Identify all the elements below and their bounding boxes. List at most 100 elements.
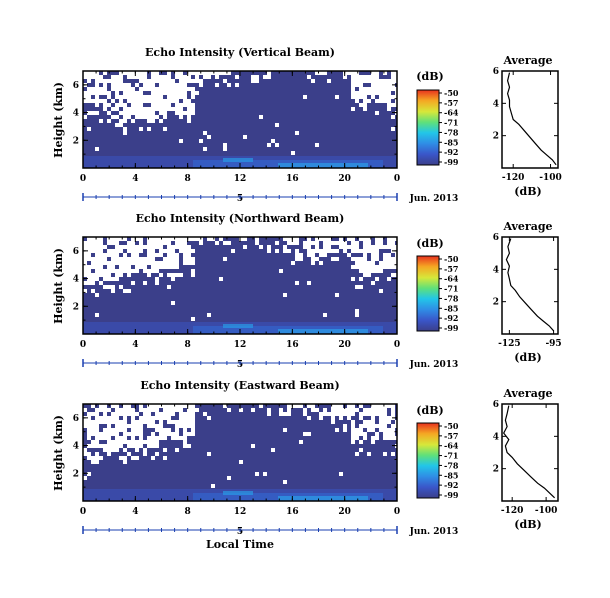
x-tick-label: 4 <box>132 340 138 350</box>
no-data-cell <box>383 416 387 420</box>
no-data-cell <box>315 241 319 245</box>
no-data-cell <box>291 237 295 241</box>
no-data-cell <box>379 412 383 416</box>
no-data-cell <box>207 416 211 420</box>
no-data-cell <box>87 472 91 476</box>
no-data-cell <box>99 404 103 408</box>
heatmap-band <box>223 158 253 162</box>
no-data-cell <box>387 253 391 257</box>
no-data-cell <box>111 87 115 91</box>
no-data-cell <box>159 119 163 123</box>
no-data-cell <box>139 404 143 408</box>
no-data-cell <box>91 245 95 249</box>
no-data-cell <box>83 95 87 99</box>
no-data-cell <box>115 416 119 420</box>
no-data-cell <box>155 436 159 440</box>
no-data-cell <box>171 265 175 269</box>
no-data-cell <box>115 123 119 127</box>
no-data-cell <box>163 91 167 95</box>
no-data-cell <box>391 452 395 456</box>
no-data-cell <box>87 111 91 115</box>
no-data-cell <box>103 420 107 424</box>
no-data-cell <box>159 273 163 277</box>
no-data-cell <box>135 428 139 432</box>
no-data-cell <box>107 79 111 83</box>
no-data-cell <box>367 273 371 277</box>
no-data-cell <box>363 237 367 241</box>
x-tick-label: 16 <box>286 340 299 350</box>
average-title: Average <box>502 387 552 400</box>
no-data-cell <box>327 79 331 83</box>
no-data-cell <box>171 277 175 281</box>
no-data-cell <box>375 237 379 241</box>
no-data-cell <box>199 139 203 143</box>
no-data-cell <box>127 444 131 448</box>
no-data-cell <box>95 71 99 75</box>
average-title: Average <box>502 54 552 67</box>
no-data-cell <box>187 245 191 249</box>
no-data-cell <box>171 83 175 87</box>
x-tick-label: 0 <box>80 174 86 184</box>
no-data-cell <box>207 71 211 75</box>
no-data-cell <box>307 75 311 79</box>
no-data-cell <box>187 404 191 408</box>
no-data-cell <box>119 75 123 79</box>
no-data-cell <box>111 404 115 408</box>
colorbar-tick-label: -50 <box>444 254 459 264</box>
no-data-cell <box>95 111 99 115</box>
no-data-cell <box>139 444 143 448</box>
no-data-cell <box>267 249 271 253</box>
colorbar-tick-label: -50 <box>444 421 459 431</box>
no-data-cell <box>375 111 379 115</box>
no-data-cell <box>127 404 131 408</box>
no-data-cell <box>183 91 187 95</box>
no-data-cell <box>139 408 143 412</box>
no-data-cell <box>171 261 175 265</box>
y-tick-label: 4 <box>73 275 79 285</box>
no-data-cell <box>143 448 147 452</box>
no-data-cell <box>175 99 179 103</box>
no-data-cell <box>303 245 307 249</box>
colorbar-tick-label: -64 <box>444 108 459 118</box>
no-data-cell <box>119 273 123 277</box>
panel-title: Echo Intensity (Vertical Beam) <box>145 46 335 59</box>
no-data-cell <box>107 444 111 448</box>
no-data-cell <box>159 249 163 253</box>
no-data-cell <box>127 452 131 456</box>
no-data-cell <box>159 436 163 440</box>
no-data-cell <box>387 265 391 269</box>
no-data-cell <box>115 432 119 436</box>
no-data-cell <box>155 408 159 412</box>
no-data-cell <box>87 127 91 131</box>
no-data-cell <box>167 249 171 253</box>
no-data-cell <box>351 107 355 111</box>
no-data-cell <box>83 289 87 293</box>
no-data-cell <box>183 249 187 253</box>
x-axis-label: Local Time <box>206 538 274 551</box>
no-data-cell <box>363 91 367 95</box>
no-data-cell <box>103 103 107 107</box>
no-data-cell <box>255 237 259 241</box>
no-data-cell <box>367 261 371 265</box>
no-data-cell <box>123 91 127 95</box>
no-data-cell <box>87 91 91 95</box>
no-data-cell <box>83 408 87 412</box>
no-data-cell <box>371 408 375 412</box>
no-data-cell <box>183 412 187 416</box>
no-data-cell <box>191 424 195 428</box>
no-data-cell <box>375 432 379 436</box>
no-data-cell <box>131 91 135 95</box>
no-data-cell <box>107 424 111 428</box>
no-data-cell <box>187 432 191 436</box>
no-data-cell <box>379 83 383 87</box>
no-data-cell <box>387 432 391 436</box>
no-data-cell <box>359 249 363 253</box>
no-data-cell <box>311 408 315 412</box>
no-data-cell <box>87 412 91 416</box>
no-data-cell <box>379 245 383 249</box>
no-data-cell <box>103 245 107 249</box>
no-data-cell <box>391 257 395 261</box>
no-data-cell <box>91 281 95 285</box>
no-data-cell <box>171 412 175 416</box>
no-data-cell <box>135 91 139 95</box>
